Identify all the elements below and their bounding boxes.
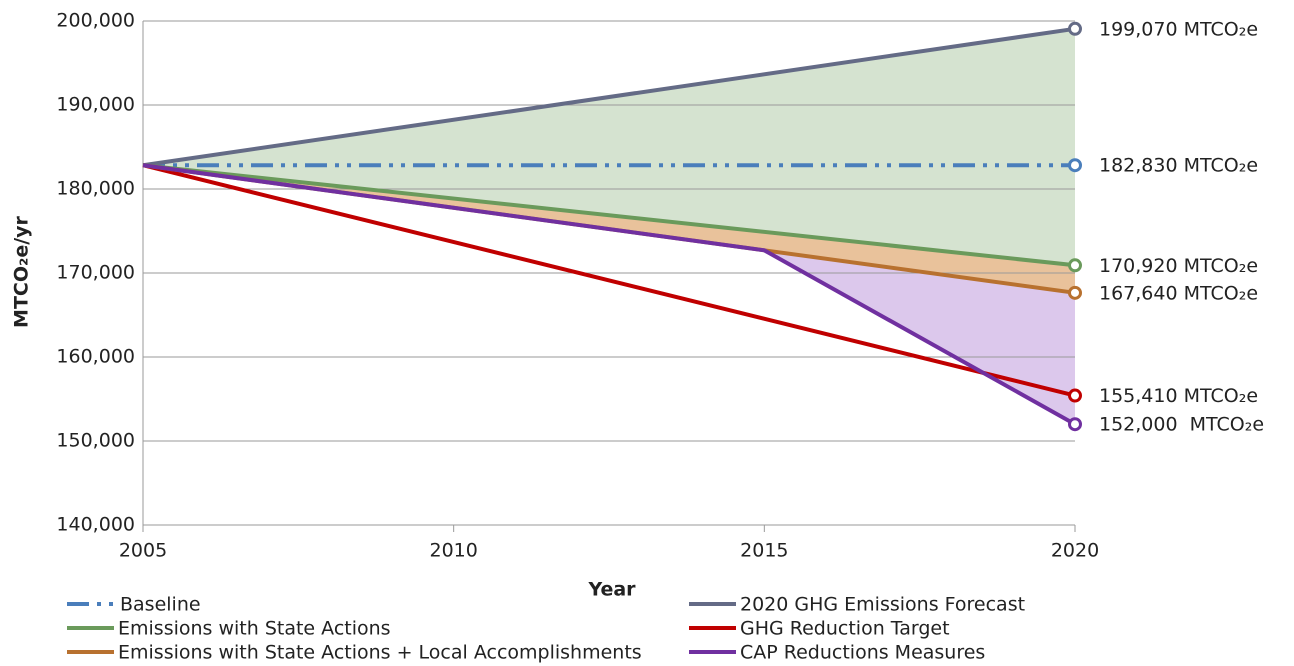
value-label: 167,640 MTCO₂e <box>1099 282 1258 304</box>
series-line <box>142 26 1076 168</box>
y-tick-label: 180,000 <box>56 178 135 200</box>
x-tick-label: 2005 <box>119 540 167 562</box>
y-tick-label: 160,000 <box>56 346 135 368</box>
legend-label: CAP Reductions Measures <box>740 642 985 664</box>
x-axis-label: Year <box>587 579 636 601</box>
x-tick-label: 2010 <box>429 540 477 562</box>
areas <box>143 28 1075 425</box>
x-tick-label: 2015 <box>740 540 788 562</box>
axes <box>142 21 1076 532</box>
series-line <box>142 163 1076 268</box>
legend-label: 2020 GHG Emissions Forecast <box>740 594 1025 616</box>
marks <box>1068 21 1082 432</box>
legend-label: Emissions with State Actions <box>118 618 391 640</box>
y-tick-label: 140,000 <box>56 514 135 536</box>
y-tick-label: 150,000 <box>56 430 135 452</box>
series-line <box>142 163 1076 398</box>
y-tick-label: 190,000 <box>56 94 135 116</box>
lines <box>142 26 1076 426</box>
legend-label: GHG Reduction Target <box>740 618 950 640</box>
y-tick-label: 170,000 <box>56 262 135 284</box>
x-tick-label: 2020 <box>1051 540 1099 562</box>
end-marker <box>1068 258 1082 273</box>
value-label: 155,410 MTCO₂e <box>1099 385 1258 407</box>
y-tick-label: 200,000 <box>56 10 135 32</box>
series-line <box>142 163 1076 426</box>
labels: 140,000 150,000 160,000 170,000 180,000 190,0… <box>56 10 1264 562</box>
legend-label: Baseline <box>120 594 201 616</box>
area-fill <box>143 165 1075 425</box>
end-marker <box>1068 388 1082 403</box>
end-marker <box>1068 417 1082 432</box>
end-marker <box>1068 158 1082 173</box>
end-marker <box>1068 21 1082 36</box>
value-label: 199,070 MTCO₂e <box>1099 18 1258 40</box>
legend-label: Emissions with State Actions + Local Acc… <box>118 642 642 664</box>
value-label: 182,830 MTCO₂e <box>1099 155 1258 177</box>
end-marker <box>1068 285 1082 300</box>
area-fill <box>143 28 1075 266</box>
value-label: 170,920 MTCO₂e <box>1099 255 1258 277</box>
value-label: 152,000 MTCO₂e <box>1099 414 1264 436</box>
y-axis-label: MTCO₂e/yr <box>11 215 33 327</box>
